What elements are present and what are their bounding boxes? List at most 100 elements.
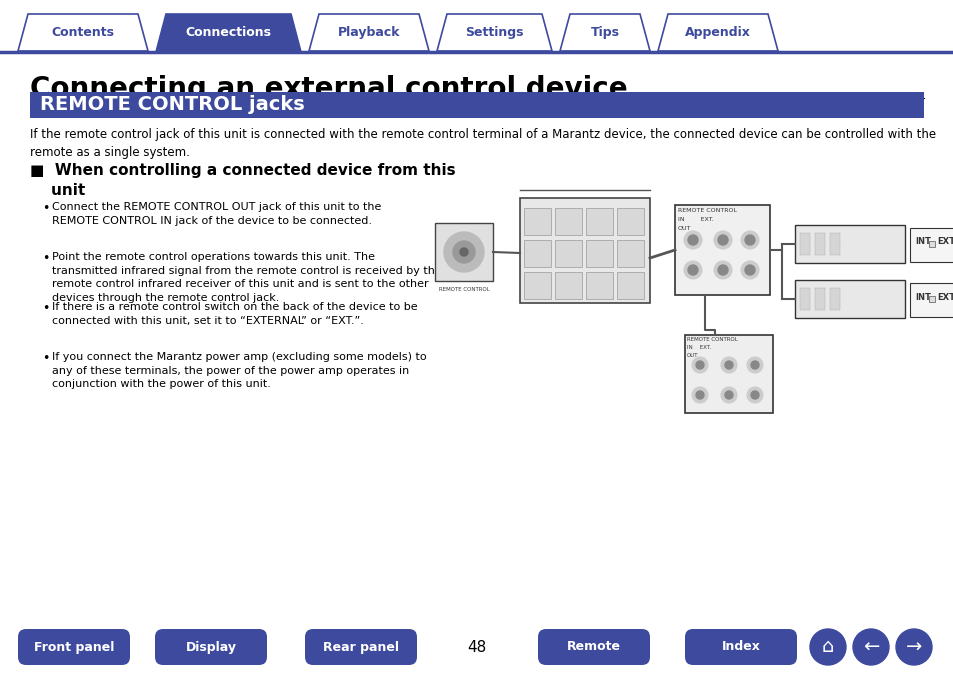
FancyBboxPatch shape: [523, 240, 551, 267]
FancyBboxPatch shape: [555, 272, 581, 299]
FancyBboxPatch shape: [684, 629, 796, 665]
Text: OUT: OUT: [686, 353, 698, 358]
Text: Playback: Playback: [337, 26, 400, 39]
Circle shape: [696, 391, 703, 399]
Text: REMOTE CONTROL jacks: REMOTE CONTROL jacks: [40, 96, 304, 114]
Text: Display: Display: [185, 641, 236, 653]
Circle shape: [713, 231, 731, 249]
Circle shape: [453, 241, 475, 263]
Text: EXT.: EXT.: [936, 293, 953, 302]
Text: Contents: Contents: [51, 26, 114, 39]
Polygon shape: [156, 14, 301, 52]
Text: Index: Index: [720, 641, 760, 653]
FancyBboxPatch shape: [523, 208, 551, 235]
Circle shape: [744, 235, 754, 245]
FancyBboxPatch shape: [555, 240, 581, 267]
Circle shape: [724, 391, 732, 399]
FancyBboxPatch shape: [814, 233, 824, 255]
Text: →: →: [904, 637, 922, 656]
FancyBboxPatch shape: [18, 629, 130, 665]
Text: IN    EXT.: IN EXT.: [686, 345, 710, 350]
Text: ■  When controlling a connected device from this
    unit: ■ When controlling a connected device fr…: [30, 163, 456, 198]
Circle shape: [691, 387, 707, 403]
Circle shape: [895, 629, 931, 665]
Circle shape: [746, 357, 762, 373]
FancyBboxPatch shape: [684, 335, 772, 413]
Text: IN        EXT.: IN EXT.: [678, 217, 713, 222]
Circle shape: [683, 231, 701, 249]
Circle shape: [718, 235, 727, 245]
Text: Rear panel: Rear panel: [323, 641, 398, 653]
Circle shape: [459, 248, 468, 256]
FancyBboxPatch shape: [800, 233, 809, 255]
FancyBboxPatch shape: [909, 228, 953, 262]
FancyBboxPatch shape: [305, 629, 416, 665]
Text: EXT.: EXT.: [936, 238, 953, 246]
Text: Settings: Settings: [465, 26, 523, 39]
Text: Point the remote control operations towards this unit. The
transmitted infrared : Point the remote control operations towa…: [52, 252, 441, 303]
Text: Front panel: Front panel: [33, 641, 114, 653]
Text: OUT: OUT: [678, 226, 691, 231]
FancyBboxPatch shape: [794, 225, 904, 263]
Text: Tips: Tips: [590, 26, 618, 39]
Text: Connect the REMOTE CONTROL OUT jack of this unit to the
REMOTE CONTROL IN jack o: Connect the REMOTE CONTROL OUT jack of t…: [52, 202, 381, 225]
FancyBboxPatch shape: [829, 288, 840, 310]
FancyBboxPatch shape: [928, 241, 934, 247]
FancyBboxPatch shape: [675, 205, 769, 295]
Text: •: •: [42, 302, 50, 315]
Polygon shape: [658, 14, 778, 51]
Text: •: •: [42, 252, 50, 265]
FancyBboxPatch shape: [523, 272, 551, 299]
Circle shape: [691, 357, 707, 373]
Circle shape: [740, 231, 759, 249]
FancyBboxPatch shape: [909, 283, 953, 317]
FancyBboxPatch shape: [435, 223, 493, 281]
FancyBboxPatch shape: [814, 288, 824, 310]
Circle shape: [713, 261, 731, 279]
Text: Remote: Remote: [566, 641, 620, 653]
Text: If there is a remote control switch on the back of the device to be
connected wi: If there is a remote control switch on t…: [52, 302, 417, 326]
Circle shape: [720, 387, 737, 403]
Circle shape: [809, 629, 845, 665]
Polygon shape: [559, 14, 649, 51]
Text: If you connect the Marantz power amp (excluding some models) to
any of these ter: If you connect the Marantz power amp (ex…: [52, 352, 426, 389]
Circle shape: [687, 235, 698, 245]
FancyBboxPatch shape: [794, 280, 904, 318]
Circle shape: [718, 265, 727, 275]
Text: REMOTE CONTROL: REMOTE CONTROL: [438, 287, 489, 292]
FancyBboxPatch shape: [585, 272, 613, 299]
Text: •: •: [42, 202, 50, 215]
Circle shape: [750, 391, 759, 399]
FancyBboxPatch shape: [829, 233, 840, 255]
Text: Connections: Connections: [185, 26, 272, 40]
Polygon shape: [309, 14, 429, 51]
Text: 48: 48: [467, 639, 486, 655]
Circle shape: [852, 629, 888, 665]
Text: Appendix: Appendix: [684, 26, 750, 39]
FancyBboxPatch shape: [537, 629, 649, 665]
Text: ←: ←: [862, 637, 879, 656]
Circle shape: [750, 361, 759, 369]
Text: INT.: INT.: [914, 293, 932, 302]
FancyBboxPatch shape: [585, 240, 613, 267]
FancyBboxPatch shape: [30, 92, 923, 118]
Text: REMOTE CONTROL: REMOTE CONTROL: [686, 337, 737, 342]
Circle shape: [687, 265, 698, 275]
FancyBboxPatch shape: [617, 240, 643, 267]
Text: Connecting an external control device: Connecting an external control device: [30, 75, 627, 103]
FancyBboxPatch shape: [154, 629, 267, 665]
Circle shape: [740, 261, 759, 279]
FancyBboxPatch shape: [928, 296, 934, 302]
Text: ⌂: ⌂: [821, 637, 833, 656]
Text: REMOTE CONTROL: REMOTE CONTROL: [678, 208, 737, 213]
Text: If the remote control jack of this unit is connected with the remote control ter: If the remote control jack of this unit …: [30, 128, 935, 159]
Circle shape: [724, 361, 732, 369]
Circle shape: [696, 361, 703, 369]
Circle shape: [683, 261, 701, 279]
Circle shape: [744, 265, 754, 275]
FancyBboxPatch shape: [617, 272, 643, 299]
Polygon shape: [436, 14, 552, 51]
Polygon shape: [18, 14, 148, 51]
FancyBboxPatch shape: [585, 208, 613, 235]
Circle shape: [720, 357, 737, 373]
